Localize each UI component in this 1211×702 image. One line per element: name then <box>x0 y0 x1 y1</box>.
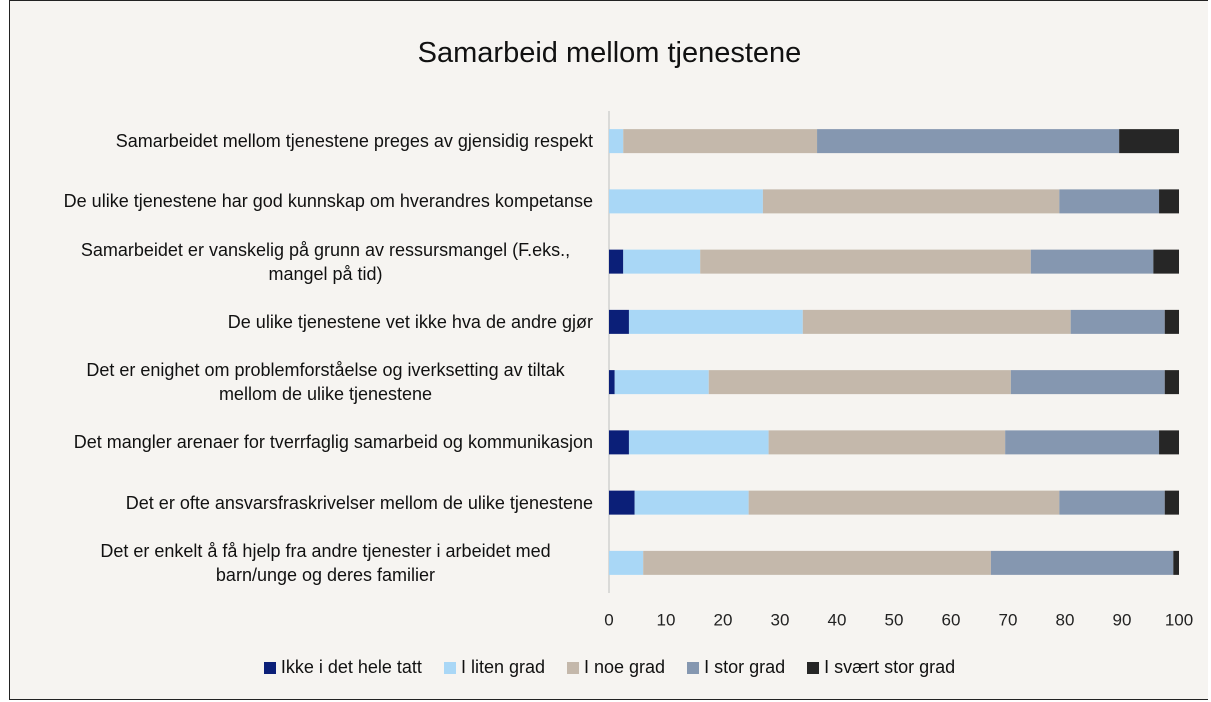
x-tick-label: 20 <box>714 610 733 629</box>
legend-item: I svært stor grad <box>807 657 955 678</box>
bar-segment <box>628 430 769 455</box>
legend-item: I liten grad <box>443 657 545 678</box>
bar-segment <box>609 309 629 334</box>
legend-swatch <box>807 661 820 674</box>
legend-label: I liten grad <box>460 657 545 677</box>
bar-segment <box>609 249 624 274</box>
x-tick-label: 30 <box>771 610 790 629</box>
bar-segment <box>1164 490 1179 515</box>
bar-segment <box>1010 370 1165 395</box>
bar-segment <box>1164 370 1179 395</box>
bar-segment <box>634 490 749 515</box>
x-tick-label: 90 <box>1113 610 1132 629</box>
x-tick-label: 0 <box>604 610 613 629</box>
bar-segment <box>1173 550 1179 575</box>
category-label: Det er enighet om problemforståelse og i… <box>30 352 593 412</box>
bar-segment <box>623 249 701 274</box>
category-text: De ulike tjenestene vet ikke hva de andr… <box>227 311 593 332</box>
x-tick-label: 80 <box>1056 610 1075 629</box>
category-text: De ulike tjenestene har god kunnskap om … <box>63 191 593 212</box>
category-text: Det mangler arenaer for tverrfaglig sama… <box>73 432 593 453</box>
bar-segment <box>1164 309 1179 334</box>
bar-segment <box>700 249 1031 274</box>
legend-swatch <box>687 661 700 674</box>
bar-segment <box>614 370 709 395</box>
x-tick-label: 50 <box>885 610 904 629</box>
bar-segment <box>1059 490 1165 515</box>
bar-segment <box>817 129 1120 154</box>
category-text: Samarbeidet mellom tjenestene preges av … <box>115 131 593 152</box>
category-label: Samarbeidet er vanskelig på grunn av res… <box>30 232 593 292</box>
x-tick-label: 60 <box>942 610 961 629</box>
legend-swatch <box>567 661 579 674</box>
legend-item: I noe grad <box>567 657 665 678</box>
legend-swatch <box>443 661 456 674</box>
bar-segment <box>708 370 1011 395</box>
category-text: Samarbeidet er vanskelig på grunn av res… <box>80 239 571 284</box>
category-label: De ulike tjenestene har god kunnskap om … <box>30 171 593 231</box>
legend-label: I stor grad <box>704 657 786 677</box>
category-text: Det er enighet om problemforståelse og i… <box>86 360 565 405</box>
bar-segment <box>628 309 803 334</box>
legend-item: Ikke i det hele tatt <box>263 657 422 678</box>
bar-segment <box>748 490 1060 515</box>
legend: Ikke i det hele tatt I liten grad I noe gr… <box>10 657 1208 678</box>
legend-item: I stor grad <box>687 657 785 678</box>
bar-segment <box>762 189 1060 214</box>
category-text: Det er ofte ansvarsfraskrivelser mellom … <box>125 492 593 513</box>
bar-segment <box>1119 129 1179 154</box>
chart: Samarbeid mellom tjenestene 0 10 20 30 40 50 6… <box>9 0 1208 700</box>
category-label: Samarbeidet mellom tjenestene preges av … <box>30 111 593 171</box>
bar-segment <box>1159 430 1179 455</box>
legend-label: Ikke i det hele tatt <box>280 657 422 677</box>
category-label: Det mangler arenaer for tverrfaglig sama… <box>30 412 593 472</box>
bar-segment <box>609 430 629 455</box>
bar-segment <box>1070 309 1165 334</box>
bar-segment <box>609 129 624 154</box>
plot: 0 10 20 30 40 50 60 70 80 90 100 <box>604 111 1193 629</box>
bar-segment <box>1153 249 1179 274</box>
bar-segment <box>768 430 1006 455</box>
category-text: Det er enkelt å få hjelp fra andre tjene… <box>100 540 551 585</box>
x-tick-label: 10 <box>657 610 676 629</box>
x-tick-label: 40 <box>828 610 847 629</box>
bar-segment <box>623 129 818 154</box>
legend-label: I noe grad <box>584 657 666 677</box>
legend-swatch <box>263 661 276 674</box>
x-tick-label: 100 <box>1165 610 1193 629</box>
x-tick-label: 70 <box>999 610 1018 629</box>
bar-segment <box>609 370 615 395</box>
category-label: Det er ofte ansvarsfraskrivelser mellom … <box>30 473 593 533</box>
bar-segment <box>609 189 763 214</box>
bar-segment <box>1030 249 1154 274</box>
bar-segment <box>609 550 644 575</box>
legend-label: I svært stor grad <box>824 657 956 677</box>
category-label: De ulike tjenestene vet ikke hva de andr… <box>30 292 593 352</box>
bar-segment <box>609 490 635 515</box>
bar-segment <box>1005 430 1160 455</box>
bar-segment <box>643 550 991 575</box>
category-label: Det er enkelt å få hjelp fra andre tjene… <box>30 533 593 593</box>
bar-segment <box>1159 189 1179 214</box>
bar-segment <box>1059 189 1160 214</box>
bar-segment <box>802 309 1071 334</box>
bar-segment <box>990 550 1174 575</box>
chart-title: Samarbeid mellom tjenestene <box>417 37 802 69</box>
